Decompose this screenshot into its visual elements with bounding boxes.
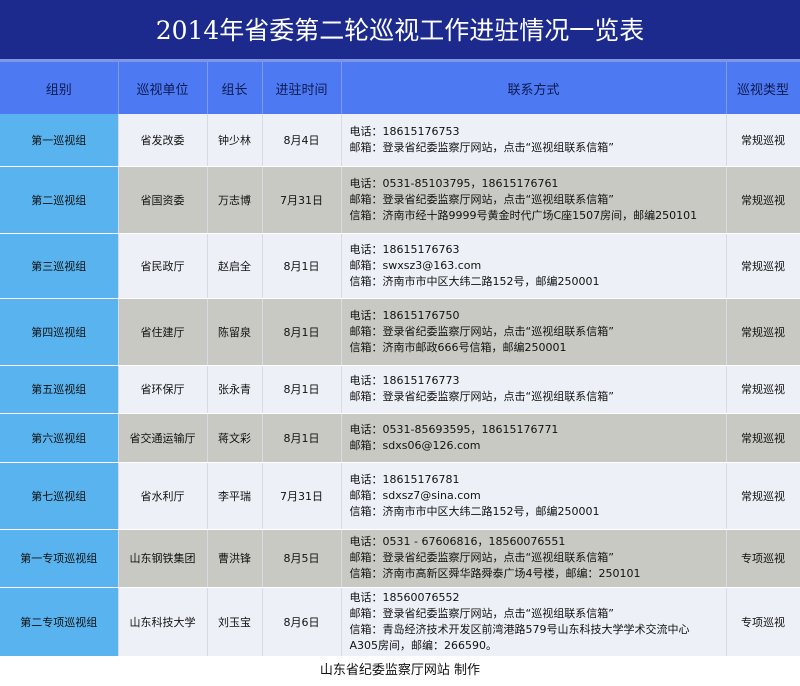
type-cell: 专项巡视 (726, 587, 800, 657)
date-cell: 7月31日 (262, 462, 342, 530)
date-cell: 8月4日 (262, 114, 342, 167)
date-cell: 8月6日 (262, 587, 342, 657)
contact-line: A305房间，邮编：266590。 (349, 638, 498, 652)
contact-line: 信箱：济南市市中区大纬二路152号，邮编250001 (349, 274, 600, 288)
contact-line: 信箱：济南市高新区舜华路舜泰广场4号楼，邮编：250101 (349, 567, 641, 580)
unit-cell: 山东科技大学 (118, 587, 208, 657)
contact-cell: 电话：0531 - 67606816，18560076551 邮箱：登录省纪委监察… (341, 529, 727, 588)
contact-cell: 电话：0531-85103795，18615176761 邮箱：登录省纪委监察厅网… (341, 166, 727, 234)
type-cell: 常规巡视 (726, 462, 800, 530)
leader-cell: 蒋文彩 (207, 413, 263, 463)
leader-cell: 刘玉宝 (207, 587, 263, 657)
table-header: 组别 巡视单位 组长 进驻时间 联系方式 巡视类型 (0, 62, 800, 114)
contact-line: 邮箱：登录省纪委监察厅网站，点击“巡视组联系信箱” (349, 606, 614, 620)
leader-cell: 万志博 (207, 166, 263, 234)
leader-cell: 曹洪锋 (207, 529, 263, 588)
group-cell: 第三巡视组 (0, 233, 119, 299)
table-row: 第三巡视组 省民政厅 赵启全 8月1日 电话：18615176763 邮箱：swxsz3@… (0, 233, 800, 299)
unit-cell: 省水利厅 (118, 462, 208, 530)
group-cell: 第一专项巡视组 (0, 529, 119, 588)
contact-line: 邮箱：sdxs06@126.com (349, 438, 481, 452)
contact-line: 电话：18615176753 (349, 124, 460, 138)
contact-line: 邮箱：登录省纪委监察厅网站，点击“巡视组联系信箱” (349, 390, 614, 403)
unit-cell: 省发改委 (118, 114, 208, 167)
date-cell: 7月31日 (262, 166, 342, 234)
contact-line: 邮箱：登录省纪委监察厅网站，点击“巡视组联系信箱” (349, 324, 614, 338)
page-title: 2014年省委第二轮巡视工作进驻情况一览表 (0, 0, 800, 62)
contact-cell: 电话：18615176753 邮箱：登录省纪委监察厅网站，点击“巡视组联系信箱” (341, 114, 727, 167)
header-leader: 组长 (207, 62, 263, 114)
contact-line: 电话：18615176763 (349, 242, 460, 256)
group-cell: 第二专项巡视组 (0, 587, 119, 657)
contact-line: 信箱：青岛经济技术开发区前湾港路579号山东科技大学学术交流中心 (349, 622, 690, 636)
table-row: 第七巡视组 省水利厅 李平瑞 7月31日 电话：18615176781 邮箱：sdxsz7… (0, 462, 800, 530)
contact-line: 邮箱：登录省纪委监察厅网站，点击“巡视组联系信箱” (349, 551, 614, 564)
type-cell: 常规巡视 (726, 114, 800, 167)
contact-line: 电话：18615176781 (349, 472, 460, 486)
header-date: 进驻时间 (262, 62, 342, 114)
unit-cell: 省交通运输厅 (118, 413, 208, 463)
table-row: 第五巡视组 省环保厅 张永青 8月1日 电话：18615176773 邮箱：登录省纪委监察… (0, 365, 800, 414)
contact-line: 电话：18615176750 (349, 308, 460, 322)
date-cell: 8月5日 (262, 529, 342, 588)
contact-line: 信箱：济南市邮政666号信箱，邮编250001 (349, 340, 567, 354)
contact-line: 电话：0531-85103795，18615176761 (349, 176, 559, 190)
group-cell: 第二巡视组 (0, 166, 119, 234)
table-row: 第一巡视组 省发改委 钟少林 8月4日 电话：18615176753 邮箱：登录省纪委监察… (0, 114, 800, 167)
contact-line: 邮箱：sdxsz7@sina.com (349, 488, 481, 502)
unit-cell: 省环保厅 (118, 365, 208, 414)
leader-cell: 赵启全 (207, 233, 263, 299)
type-cell: 专项巡视 (726, 529, 800, 588)
date-cell: 8月1日 (262, 365, 342, 414)
contact-line: 电话：18560076552 (349, 590, 460, 604)
contact-line: 电话：0531-85693595，18615176771 (349, 422, 559, 436)
leader-cell: 张永青 (207, 365, 263, 414)
type-cell: 常规巡视 (726, 298, 800, 366)
date-cell: 8月1日 (262, 413, 342, 463)
table-row: 第六巡视组 省交通运输厅 蒋文彩 8月1日 电话：0531-85693595，18615… (0, 413, 800, 463)
date-cell: 8月1日 (262, 233, 342, 299)
contact-line: 邮箱：登录省纪委监察厅网站，点击“巡视组联系信箱” (349, 192, 614, 206)
unit-cell: 省国资委 (118, 166, 208, 234)
unit-cell: 省民政厅 (118, 233, 208, 299)
group-cell: 第四巡视组 (0, 298, 119, 366)
header-unit: 巡视单位 (118, 62, 208, 114)
contact-line: 信箱：济南市经十路9999号黄金时代广场C座1507房间，邮编250101 (349, 208, 698, 222)
group-cell: 第一巡视组 (0, 114, 119, 167)
inspection-table: 组别 巡视单位 组长 进驻时间 联系方式 巡视类型 第一巡视组 省发改委 钟少林 8月… (0, 62, 800, 657)
contact-cell: 电话：18615176750 邮箱：登录省纪委监察厅网站，点击“巡视组联系信箱” 信… (341, 298, 727, 366)
unit-cell: 山东钢铁集团 (118, 529, 208, 588)
table-row: 第四巡视组 省住建厅 陈留泉 8月1日 电话：18615176750 邮箱：登录省纪委监察… (0, 298, 800, 366)
contact-cell: 电话：18615176781 邮箱：sdxsz7@sina.com 信箱：济南市市中… (341, 462, 727, 530)
contact-cell: 电话：18560076552 邮箱：登录省纪委监察厅网站，点击“巡视组联系信箱” 信… (341, 587, 727, 657)
table-row: 第二专项巡视组 山东科技大学 刘玉宝 8月6日 电话：18560076552 邮箱：登录省… (0, 587, 800, 657)
type-cell: 常规巡视 (726, 365, 800, 414)
contact-line: 邮箱：登录省纪委监察厅网站，点击“巡视组联系信箱” (349, 140, 614, 154)
header-contact: 联系方式 (341, 62, 727, 114)
contact-line: 邮箱：swxsz3@163.com (349, 258, 482, 272)
contact-cell: 电话：0531-85693595，18615176771 邮箱：sdxs06@12… (341, 413, 727, 463)
type-cell: 常规巡视 (726, 413, 800, 463)
contact-cell: 电话：18615176763 邮箱：swxsz3@163.com 信箱：济南市市中区… (341, 233, 727, 299)
leader-cell: 陈留泉 (207, 298, 263, 366)
group-cell: 第七巡视组 (0, 462, 119, 530)
type-cell: 常规巡视 (726, 166, 800, 234)
leader-cell: 钟少林 (207, 114, 263, 167)
header-type: 巡视类型 (726, 62, 800, 114)
type-cell: 常规巡视 (726, 233, 800, 299)
date-cell: 8月1日 (262, 298, 342, 366)
contact-line: 信箱：济南市市中区大纬二路152号，邮编250001 (349, 504, 600, 518)
unit-cell: 省住建厅 (118, 298, 208, 366)
leader-cell: 李平瑞 (207, 462, 263, 530)
contact-line: 电话：18615176773 (349, 374, 460, 387)
header-group: 组别 (0, 62, 119, 114)
table-row: 第二巡视组 省国资委 万志博 7月31日 电话：0531-85103795，186151… (0, 166, 800, 234)
group-cell: 第五巡视组 (0, 365, 119, 414)
table-row: 第一专项巡视组 山东钢铁集团 曹洪锋 8月5日 电话：0531 - 67606816，1… (0, 529, 800, 588)
contact-line: 电话：0531 - 67606816，18560076551 (349, 535, 566, 548)
footer-credit: 山东省纪委监察厅网站 制作 (319, 662, 481, 678)
contact-cell: 电话：18615176773 邮箱：登录省纪委监察厅网站，点击“巡视组联系信箱” (341, 365, 727, 414)
group-cell: 第六巡视组 (0, 413, 119, 463)
